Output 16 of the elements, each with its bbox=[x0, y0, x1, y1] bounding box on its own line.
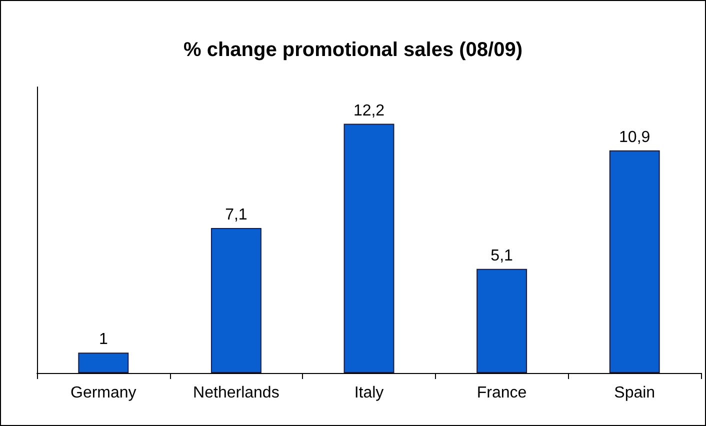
x-tick-label: Germany bbox=[70, 384, 136, 402]
x-tick-label: Spain bbox=[614, 384, 656, 402]
x-tick-label: Netherlands bbox=[193, 384, 280, 402]
chart-title: % change promotional sales (08/09) bbox=[184, 39, 522, 61]
bar bbox=[344, 124, 394, 373]
data-label: 12,2 bbox=[353, 102, 385, 120]
data-label: 5,1 bbox=[490, 247, 514, 264]
bar bbox=[476, 268, 528, 373]
x-tick-label: Italy bbox=[354, 384, 384, 402]
data-label: 1 bbox=[98, 331, 108, 348]
data-label: 10,9 bbox=[619, 128, 650, 146]
data-label: 7,1 bbox=[225, 206, 248, 224]
bar bbox=[609, 150, 660, 373]
bar bbox=[78, 352, 129, 373]
bar bbox=[210, 228, 262, 373]
x-tick-label: France bbox=[476, 384, 527, 402]
